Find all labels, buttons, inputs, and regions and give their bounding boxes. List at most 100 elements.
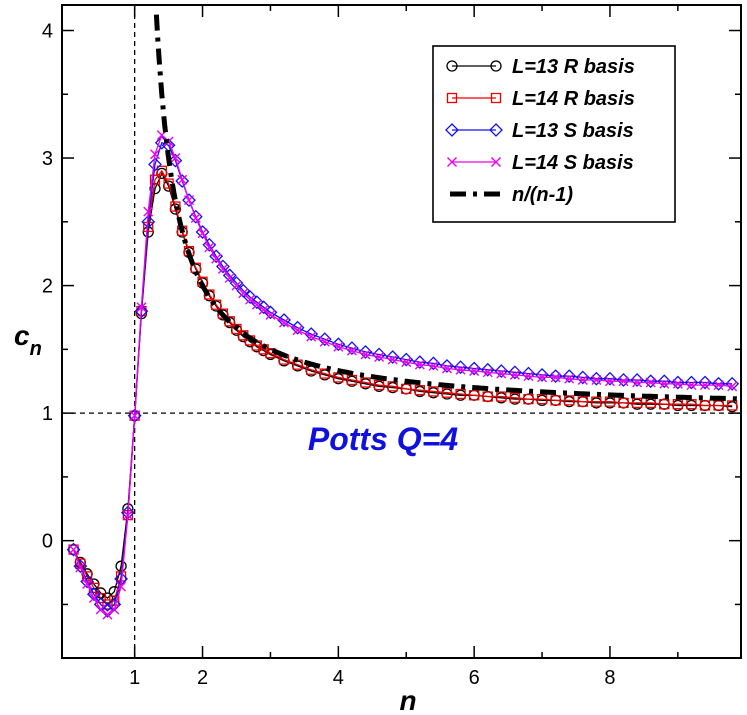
data-point xyxy=(292,325,303,336)
legend-marker xyxy=(489,123,503,137)
data-point xyxy=(509,392,521,403)
series-2 xyxy=(68,165,738,610)
annotation-potts: Potts Q=4 xyxy=(308,421,458,457)
data-point xyxy=(713,380,724,391)
y-tick-label: 3 xyxy=(42,148,53,170)
y-axis-label-main: c xyxy=(14,320,30,351)
data-point xyxy=(258,304,269,315)
data-point xyxy=(645,377,656,388)
data-point xyxy=(129,410,140,421)
data-point xyxy=(564,373,575,384)
data-point xyxy=(469,390,480,401)
data-point xyxy=(401,383,412,395)
x-tick-label: 8 xyxy=(604,667,615,689)
legend-marker xyxy=(445,123,459,137)
data-point xyxy=(523,393,534,405)
reference-curve xyxy=(153,14,741,402)
data-point xyxy=(116,581,127,592)
data-point xyxy=(360,349,371,360)
data-point xyxy=(387,381,398,392)
legend-marker xyxy=(490,60,502,72)
data-point xyxy=(319,336,330,347)
legend-entry-5: n/(n-1) xyxy=(450,184,573,206)
data-point xyxy=(279,317,290,328)
y-tick-label: 1 xyxy=(42,403,53,425)
data-point xyxy=(632,377,643,388)
data-point xyxy=(190,212,201,223)
data-point xyxy=(441,387,453,398)
data-point xyxy=(102,599,113,610)
data-point xyxy=(496,368,507,379)
data-point xyxy=(618,376,629,387)
data-point xyxy=(604,376,615,387)
data-point xyxy=(550,395,561,406)
data-point xyxy=(618,397,629,409)
data-point xyxy=(163,178,174,189)
data-point xyxy=(101,592,114,604)
data-point xyxy=(536,393,548,405)
data-point xyxy=(428,360,439,371)
data-point xyxy=(86,587,101,602)
data-point xyxy=(727,381,738,392)
data-point xyxy=(68,544,79,555)
data-point xyxy=(204,242,215,253)
data-point xyxy=(175,174,190,188)
data-point xyxy=(88,593,99,604)
data-point xyxy=(550,372,561,383)
y-axis-label: cn xyxy=(14,320,42,360)
y-tick-label: 0 xyxy=(42,531,53,553)
data-point xyxy=(211,253,222,264)
data-point xyxy=(149,174,161,185)
legend-label: L=13 R basis xyxy=(512,56,635,78)
data-point xyxy=(143,206,154,217)
data-point xyxy=(523,371,534,382)
data-point xyxy=(414,359,425,370)
data-point xyxy=(122,510,133,521)
data-point xyxy=(537,372,548,383)
data-point xyxy=(136,302,147,313)
data-point xyxy=(224,316,235,327)
legend-entry-1: L=13 R basis xyxy=(446,56,635,78)
data-point xyxy=(306,331,317,342)
data-point xyxy=(686,380,697,391)
data-point xyxy=(141,214,156,229)
data-point xyxy=(387,354,398,365)
data-point xyxy=(217,264,228,275)
series-line-4 xyxy=(72,133,733,616)
data-point xyxy=(441,363,452,374)
data-point xyxy=(455,388,466,400)
data-point xyxy=(672,378,683,389)
plot-frame xyxy=(61,4,742,659)
series-line-2 xyxy=(72,169,733,606)
data-point xyxy=(700,380,711,391)
data-point xyxy=(482,367,493,378)
data-point xyxy=(100,603,115,618)
x-tick-label: 2 xyxy=(197,667,208,689)
data-point xyxy=(496,391,507,402)
y-tick-label: 4 xyxy=(42,21,53,43)
data-point xyxy=(564,395,575,406)
data-point xyxy=(727,400,738,411)
data-point xyxy=(68,544,79,555)
data-point xyxy=(509,369,520,380)
data-point xyxy=(373,379,385,391)
data-point xyxy=(66,542,81,557)
data-point xyxy=(109,604,120,615)
data-point xyxy=(401,357,412,368)
data-point xyxy=(319,368,330,379)
data-point xyxy=(577,396,588,407)
data-point xyxy=(102,609,113,620)
data-point xyxy=(168,153,183,168)
legend-marker xyxy=(446,60,458,72)
data-point xyxy=(177,174,188,185)
y-tick-label: 2 xyxy=(42,276,53,298)
data-point xyxy=(251,299,262,310)
data-point xyxy=(197,228,208,239)
data-point xyxy=(183,195,194,206)
data-point xyxy=(75,562,86,573)
data-point xyxy=(591,396,602,407)
data-point xyxy=(156,165,167,176)
data-point xyxy=(150,149,161,160)
data-point xyxy=(148,157,162,172)
